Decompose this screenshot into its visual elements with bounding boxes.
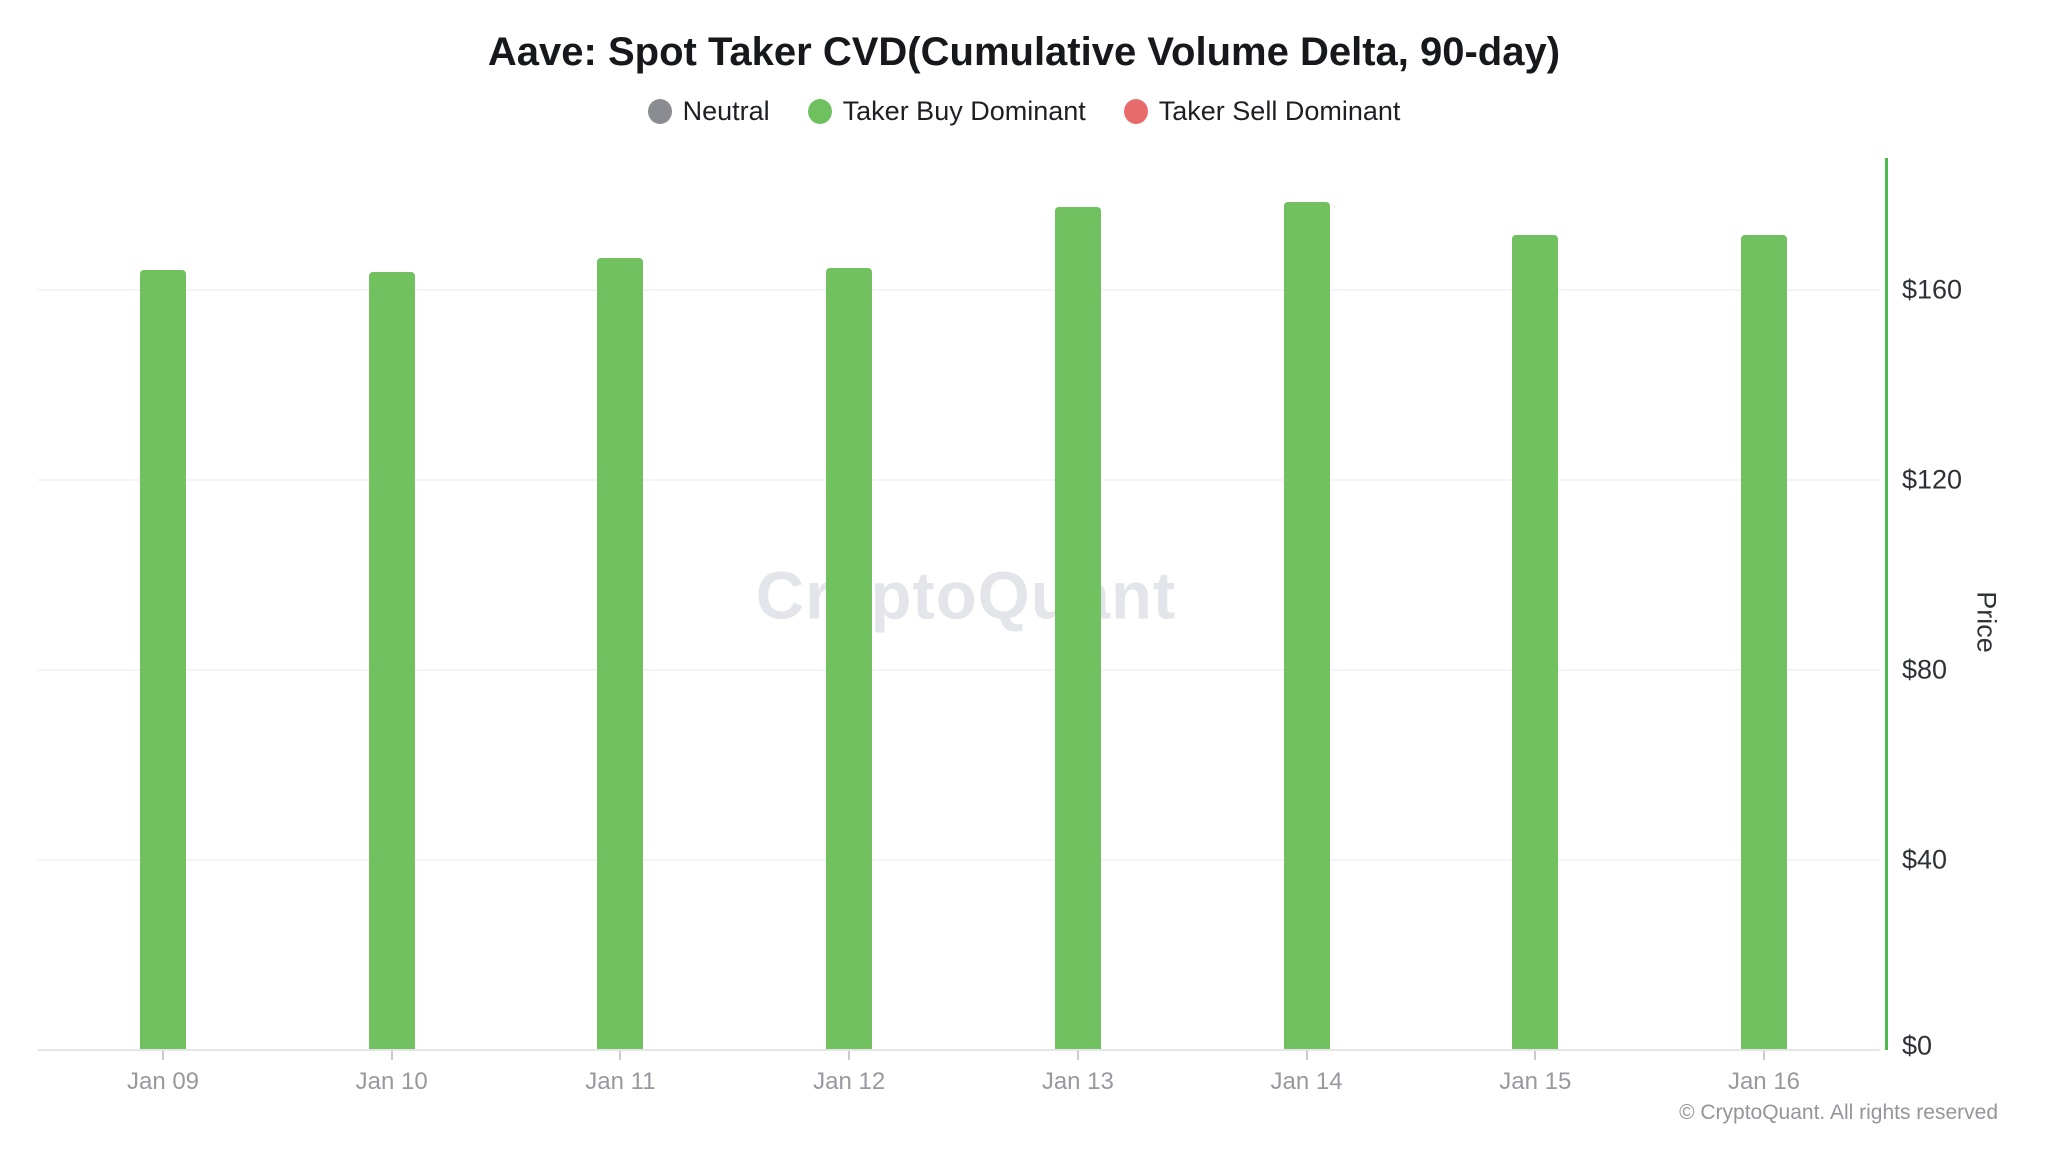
price-axis-line [1885, 158, 1888, 1050]
gridline-120 [38, 479, 1880, 481]
x-tick-label-jan-11: Jan 11 [585, 1068, 656, 1095]
price-axis-title: Price [1971, 591, 2002, 653]
x-tick-jan-16 [1763, 1051, 1765, 1060]
bar-jan-13[interactable] [1055, 207, 1101, 1050]
taker-sell-dot-icon [1123, 99, 1148, 124]
x-axis-line [38, 1049, 1880, 1051]
y-tick-label-80: $80 [1902, 654, 1948, 685]
gridline-80 [38, 669, 1880, 671]
legend-item-taker-buy-dominant[interactable]: Taker Buy Dominant [807, 96, 1086, 127]
legend-item-taker-sell-dominant[interactable]: Taker Sell Dominant [1123, 96, 1401, 127]
x-tick-jan-15 [1534, 1051, 1536, 1060]
taker-buy-dot-icon [807, 99, 832, 124]
x-tick-label-jan-10: Jan 10 [355, 1068, 428, 1095]
x-tick-label-jan-16: Jan 16 [1727, 1068, 1801, 1095]
bar-jan-10[interactable] [369, 272, 415, 1050]
x-tick-jan-12 [848, 1051, 850, 1060]
x-tick-label-jan-14: Jan 14 [1270, 1068, 1343, 1095]
x-tick-jan-10 [391, 1051, 393, 1060]
x-tick-jan-11 [619, 1051, 621, 1060]
y-tick-label-40: $40 [1902, 844, 1948, 875]
x-tick-label-jan-12: Jan 12 [813, 1068, 886, 1095]
bar-jan-09[interactable] [140, 270, 186, 1050]
bar-jan-16[interactable] [1741, 235, 1787, 1050]
x-tick-label-jan-09: Jan 09 [126, 1068, 200, 1095]
legend: Neutral Taker Buy Dominant Taker Sell Do… [0, 96, 2048, 127]
x-tick-jan-13 [1077, 1051, 1079, 1060]
bar-jan-11[interactable] [597, 258, 643, 1050]
chart-title: Aave: Spot Taker CVD(Cumulative Volume D… [487, 30, 1561, 74]
bar-jan-12[interactable] [826, 268, 872, 1050]
gridline-160 [38, 289, 1880, 291]
bar-jan-15[interactable] [1512, 235, 1558, 1050]
y-tick-label-120: $120 [1902, 464, 1963, 495]
x-tick-jan-14 [1306, 1051, 1308, 1060]
bar-jan-14[interactable] [1284, 202, 1330, 1050]
x-tick-jan-09 [162, 1051, 164, 1060]
x-tick-label-jan-15: Jan 15 [1499, 1068, 1572, 1095]
legend-item-label: Neutral [682, 96, 770, 126]
copyright-notice: © CryptoQuant. All rights reserved [1679, 1101, 1998, 1124]
cryptoquant-watermark: CryptoQuant [755, 558, 1177, 634]
y-tick-label-0: $0 [1902, 1030, 1933, 1061]
y-tick-label-160: $160 [1902, 274, 1963, 305]
gridline-40 [38, 859, 1880, 861]
legend-item-neutral[interactable]: Neutral [647, 96, 770, 127]
legend-item-label: Taker Sell Dominant [1158, 96, 1401, 126]
neutral-dot-icon [647, 99, 672, 124]
x-tick-label-jan-13: Jan 13 [1041, 1068, 1114, 1095]
legend-item-label: Taker Buy Dominant [842, 96, 1086, 126]
